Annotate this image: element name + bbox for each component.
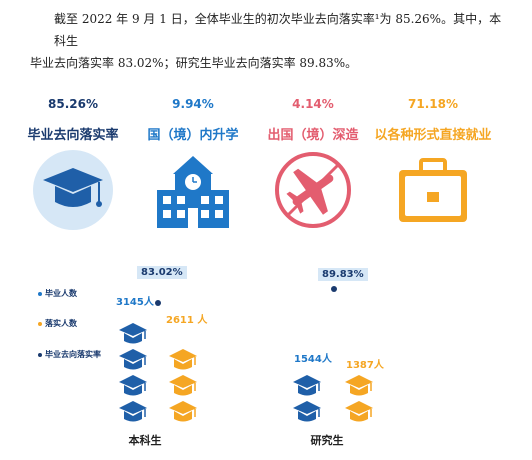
legend-rate: 毕业去向落实率 [38, 349, 101, 360]
stat-value: 9.94% [172, 97, 214, 111]
legend-dot [38, 321, 42, 326]
stat-label: 国（境）内升学 [147, 128, 239, 143]
stat-value: 4.14% [292, 97, 334, 111]
graduation-cap-icon [33, 150, 113, 230]
briefcase-icon [399, 158, 467, 222]
legend-label: 毕业去向落实率 [45, 350, 101, 359]
placed-count-grad: 1387人 [346, 360, 384, 371]
graduation-cap-icon [119, 349, 147, 370]
legend-dot [38, 291, 42, 296]
graduation-cap-icon [119, 401, 147, 422]
legend-label: 毕业人数 [45, 289, 77, 298]
stat-label: 毕业去向落实率 [27, 128, 119, 143]
rate-point [155, 299, 161, 306]
category-label-grad: 研究生 [310, 434, 344, 447]
graduation-cap-icon [169, 401, 197, 422]
graduates-count-grad: 1544人 [294, 354, 332, 365]
stat-value: 85.26% [48, 97, 98, 111]
rate-label-undergrad: 83.02% [137, 266, 187, 279]
graduation-cap-icon [293, 375, 321, 396]
intro-paragraph: 截至 2022 年 9 月 1 日，全体毕业生的初次毕业去向落实率¹为 85.2… [30, 8, 510, 74]
graduation-cap-icon [293, 401, 321, 422]
legend-label: 落实人数 [45, 319, 77, 328]
legend-graduates: 毕业人数 [38, 288, 77, 299]
rate-label-grad: 89.83% [318, 268, 368, 281]
intro-line-2: 毕业去向落实率 83.02%；研究生毕业去向落实率 89.83%。 [30, 56, 358, 70]
stat-label: 出国（境）深造 [267, 128, 359, 143]
graduation-cap-icon [119, 323, 147, 344]
stat-graduation-rate: 85.26% 毕业去向落实率 [8, 95, 138, 230]
legend-placed: 落实人数 [38, 318, 77, 329]
intro-line-1: 截至 2022 年 9 月 1 日，全体毕业生的初次毕业去向落实率¹为 85.2… [54, 12, 502, 48]
stat-overseas-study: 4.14% 出国（境）深造 [248, 95, 378, 228]
graduation-cap-icon [345, 375, 373, 396]
rate-point [331, 285, 337, 292]
graduation-cap-icon [345, 401, 373, 422]
placed-count-undergrad: 2611 人 [166, 315, 208, 326]
category-label-undergrad: 本科生 [128, 434, 162, 447]
school-building-icon [157, 156, 229, 228]
stat-domestic-study: 9.94% 国（境）内升学 [128, 95, 258, 228]
graduation-cap-icon [169, 349, 197, 370]
stat-value: 71.18% [408, 97, 458, 111]
graduation-cap-icon [169, 375, 197, 396]
stat-direct-employment: 71.18% 以各种形式直接就业 [368, 95, 498, 222]
airplane-icon [275, 152, 351, 228]
stat-label: 以各种形式直接就业 [374, 128, 492, 143]
graduates-count-undergrad: 3145人 [116, 297, 154, 308]
legend-dot [38, 352, 42, 357]
graduation-cap-icon [119, 375, 147, 396]
